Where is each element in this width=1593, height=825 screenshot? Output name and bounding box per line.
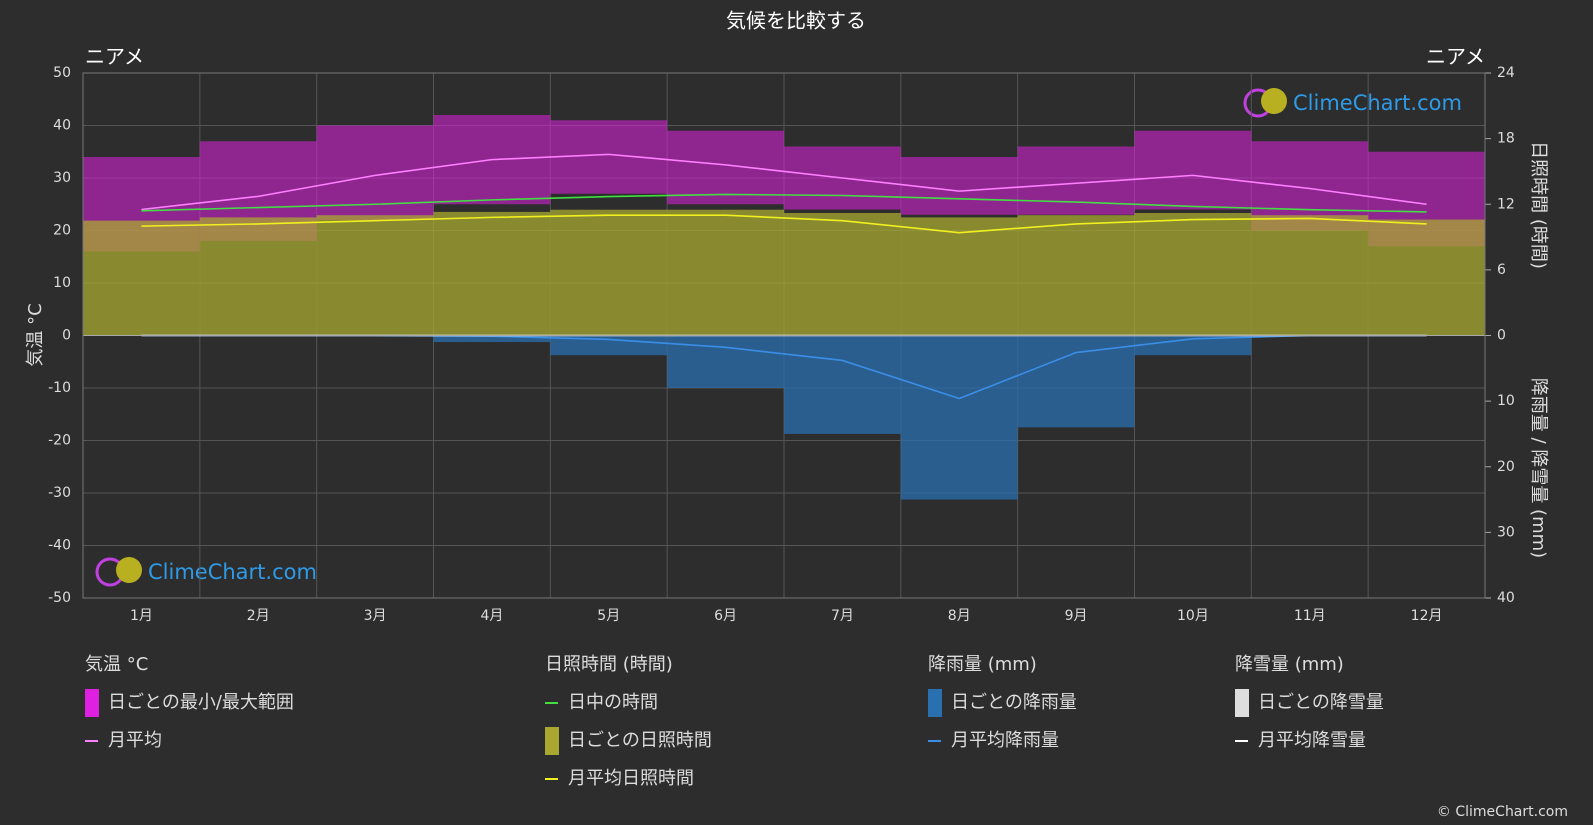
bar xyxy=(784,213,901,336)
legend-label: 日ごとの降雪量 xyxy=(1258,692,1384,713)
watermark-text: ClimeChart.com xyxy=(148,560,317,584)
location-left: ニアメ xyxy=(85,45,144,69)
legend-title: 降雪量 (mm) xyxy=(1235,654,1344,675)
x-tick-label: 11月 xyxy=(1294,608,1326,624)
y-axis-title: 気温 °C xyxy=(25,303,46,366)
copyright: © ClimeChart.com xyxy=(1437,804,1568,820)
x-tick-label: 3月 xyxy=(364,608,387,624)
range-bar xyxy=(550,120,668,194)
bar xyxy=(316,215,434,336)
y-tick-label: 10 xyxy=(53,275,71,291)
y2-tick-label: 6 xyxy=(1497,262,1506,278)
y-tick-label: -20 xyxy=(48,433,71,449)
range-bar xyxy=(900,157,1018,215)
bar xyxy=(199,217,317,336)
y-tick-label: 0 xyxy=(62,328,71,344)
bar xyxy=(1368,219,1485,336)
location-right: ニアメ xyxy=(1426,45,1485,69)
y-tick-label: 30 xyxy=(53,170,71,186)
bar xyxy=(667,335,784,388)
y3-tick-label: 30 xyxy=(1497,524,1515,540)
y3-tick-label: 40 xyxy=(1497,590,1515,606)
y-tick-label: -30 xyxy=(48,485,71,501)
x-tick-label: 1月 xyxy=(130,608,153,624)
y2-tick-label: 24 xyxy=(1497,65,1515,81)
legend-title: 気温 °C xyxy=(85,654,148,675)
bar xyxy=(667,209,784,336)
bar xyxy=(900,217,1018,336)
y3-tick-label: 10 xyxy=(1497,393,1515,409)
y2-tick-label: 12 xyxy=(1497,196,1515,212)
x-tick-label: 7月 xyxy=(831,608,854,624)
legend-title: 日照時間 (時間) xyxy=(545,654,673,675)
y-tick-label: -10 xyxy=(48,380,71,396)
x-tick-label: 4月 xyxy=(480,608,503,624)
bar xyxy=(83,220,200,336)
legend-swatch xyxy=(1235,689,1249,717)
legend-label: 日ごとの最小/最大範囲 xyxy=(108,692,294,713)
y2-tick-label: 18 xyxy=(1497,131,1515,147)
bar xyxy=(900,335,1018,500)
data-layer xyxy=(83,115,1485,500)
bar xyxy=(784,335,901,434)
legend-label: 日ごとの日照時間 xyxy=(568,730,712,751)
legend-label: 月平均 xyxy=(108,730,162,751)
range-bar xyxy=(667,130,784,205)
x-tick-label: 5月 xyxy=(597,608,620,624)
x-tick-label: 10月 xyxy=(1177,608,1209,624)
logo-sun xyxy=(1261,88,1287,114)
watermark-top: ClimeChart.com xyxy=(1243,88,1462,118)
legend-swatch xyxy=(85,689,99,717)
y-tick-label: -40 xyxy=(48,538,71,554)
legend-label: 日中の時間 xyxy=(568,692,658,713)
y-tick-label: 20 xyxy=(53,223,71,239)
line xyxy=(141,193,1427,213)
x-tick-label: 12月 xyxy=(1411,608,1443,624)
legend-label: 月平均降雪量 xyxy=(1258,730,1366,751)
x-tick-label: 8月 xyxy=(948,608,971,624)
y-tick-label: -50 xyxy=(48,590,71,606)
line xyxy=(141,153,1427,211)
y3-tick-label: 20 xyxy=(1497,459,1515,475)
y3-axis-title: 降雨量 / 降雪量 (mm) xyxy=(1528,378,1549,558)
legend-swatch xyxy=(928,689,942,717)
watermark-text: ClimeChart.com xyxy=(1293,91,1462,115)
y2-axis-title: 日照時間 (時間) xyxy=(1528,141,1549,269)
range-bar xyxy=(1134,130,1252,210)
legend-label: 月平均降雨量 xyxy=(951,730,1059,751)
legend-swatch xyxy=(545,727,559,755)
legend-label: 月平均日照時間 xyxy=(568,768,694,789)
legend-label: 日ごとの降雨量 xyxy=(951,692,1077,713)
x-tick-label: 9月 xyxy=(1065,608,1088,624)
y-tick-label: 40 xyxy=(53,118,71,134)
bar xyxy=(1134,213,1252,336)
bar xyxy=(550,209,668,336)
bar xyxy=(433,335,551,343)
chart-title: 気候を比較する xyxy=(726,9,866,33)
legend-title: 降雨量 (mm) xyxy=(928,654,1037,675)
logo-sun xyxy=(116,557,142,583)
bar xyxy=(1134,335,1252,356)
bar xyxy=(1017,215,1135,336)
y-tick-label: 50 xyxy=(53,65,71,81)
y2-tick-label: 0 xyxy=(1497,328,1506,344)
x-tick-label: 6月 xyxy=(714,608,737,624)
x-tick-label: 2月 xyxy=(247,608,270,624)
watermark-bottom: ClimeChart.com xyxy=(95,557,317,587)
plot-frame xyxy=(82,72,1486,599)
bar xyxy=(550,335,668,356)
bar xyxy=(1017,335,1135,428)
bar xyxy=(433,211,551,336)
line xyxy=(141,214,1427,234)
bar xyxy=(1251,215,1369,336)
